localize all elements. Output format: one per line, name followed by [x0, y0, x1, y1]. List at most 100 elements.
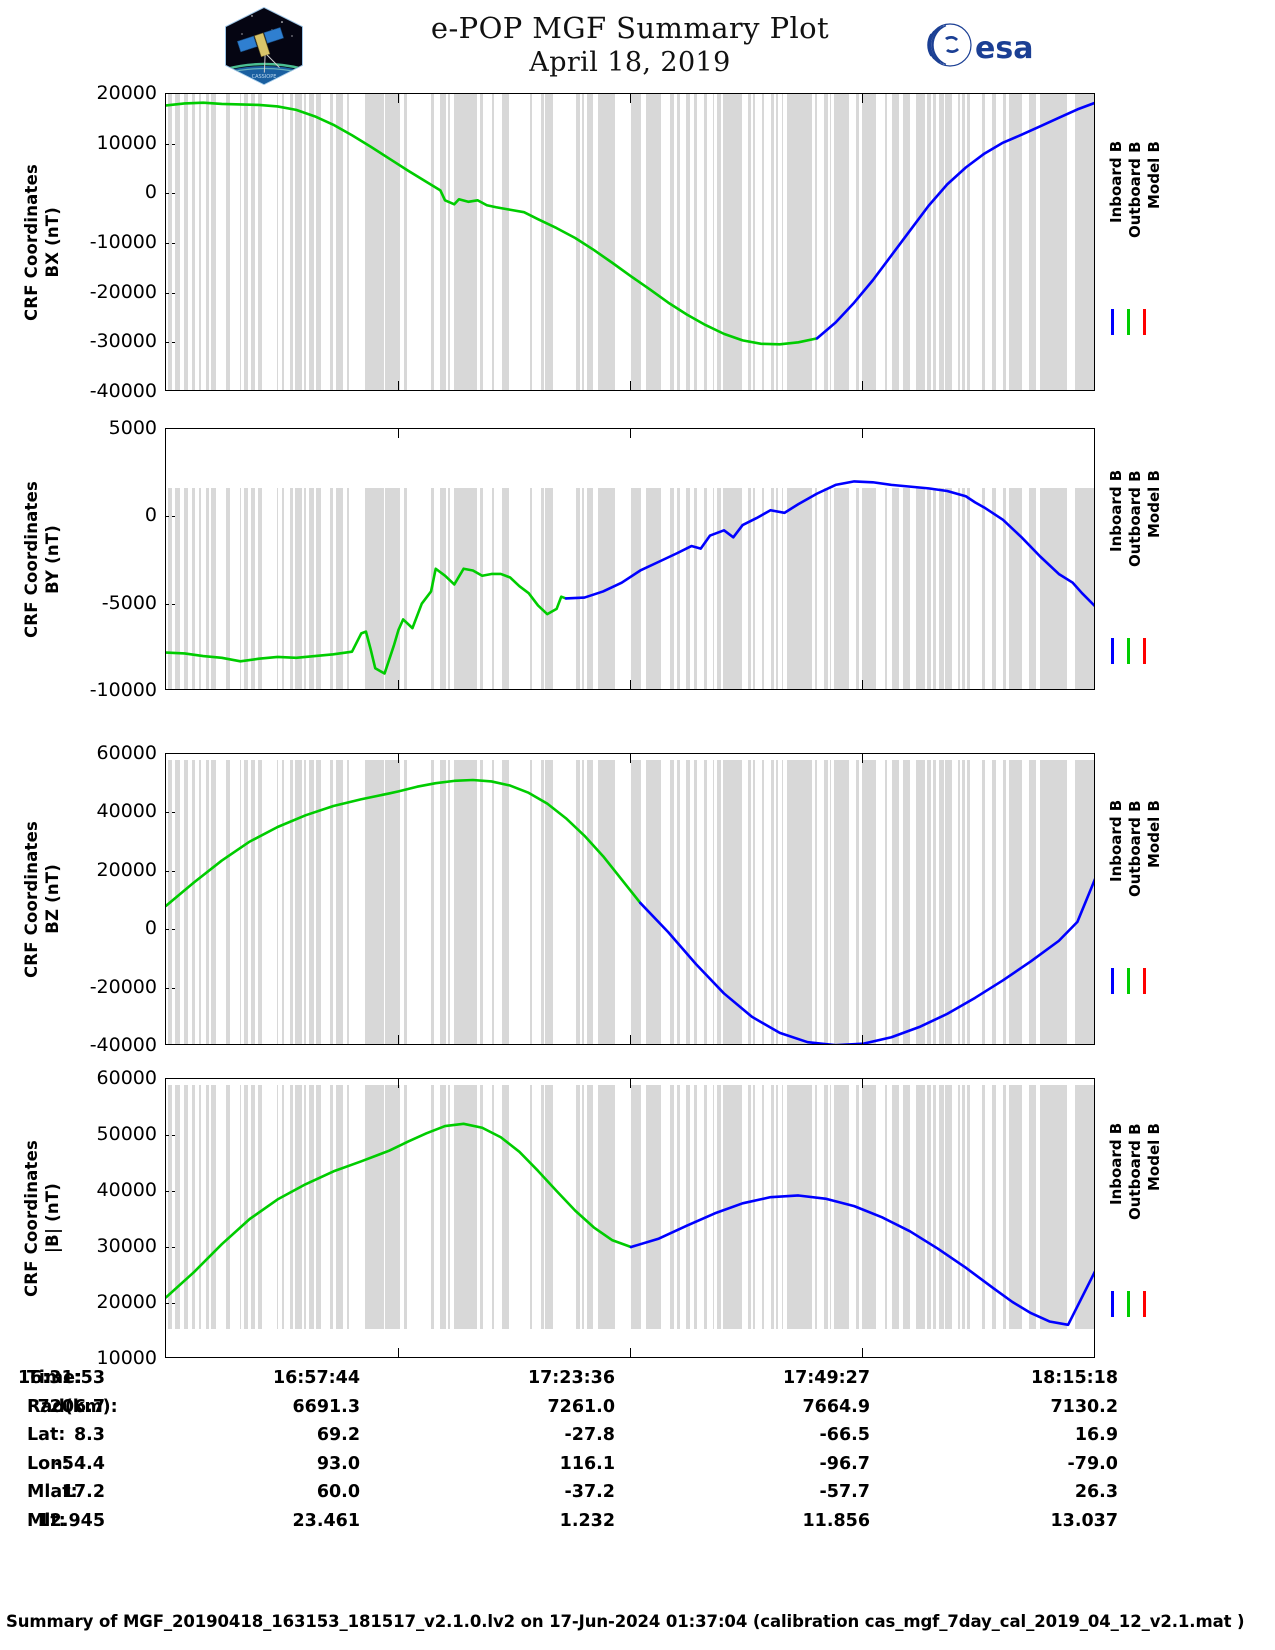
- y-axis-tick-labels-by: 5000 0 -5000 -10000: [32, 417, 157, 701]
- y-axis-label-line2: BZ (nT): [43, 864, 62, 934]
- cassiope-epop-mission-patch-icon: CASSIOPE: [222, 6, 306, 86]
- data-availability-bands: [166, 754, 1094, 1044]
- x-tick-mark-bottom: [398, 381, 399, 390]
- legend-swatches: [1107, 1290, 1146, 1317]
- x-tick-mark-top: [630, 1079, 631, 1088]
- ephemeris-value: 60.0: [316, 1482, 360, 1502]
- ephemeris-value: 17.2: [61, 1482, 105, 1502]
- legend-label-inboard-b[interactable]: Inboard B: [1107, 799, 1125, 882]
- ephemeris-value: 18:15:18: [1030, 1368, 1118, 1388]
- x-tick-mark-top: [862, 754, 863, 763]
- page-header: CASSIOPE e-POP MGF Summary Plot April 18…: [0, 0, 1275, 88]
- legend-swatch-model-b: [1143, 967, 1146, 994]
- legend-swatches: [1107, 967, 1146, 994]
- y-tick-label: 10000: [96, 131, 157, 154]
- ephemeris-value: 7261.0: [547, 1396, 615, 1417]
- ephemeris-table: Time: 16:31:53 16:57:44 17:23:36 17:49:27 18:…: [0, 1368, 1275, 1539]
- series-curves-by: [166, 429, 1094, 689]
- series-inboard-b: [815, 101, 1094, 340]
- legend-swatch-inboard-b: [1111, 637, 1114, 664]
- y-axis-label-line2: |B| (nT): [43, 1182, 62, 1254]
- y-tick-mark: [166, 1247, 175, 1248]
- y-tick-label: 20000: [96, 1291, 157, 1313]
- legend-label-inboard-b[interactable]: Inboard B: [1107, 140, 1125, 223]
- legend-label-model-b[interactable]: Model B: [1145, 1122, 1163, 1191]
- y-tick-mark: [166, 243, 175, 244]
- x-tick-mark-top: [862, 429, 863, 438]
- y-tick-label: -30000: [89, 330, 157, 353]
- y-axis-label-line2: BX (nT): [43, 206, 62, 278]
- ephemeris-value: -79.0: [1067, 1453, 1118, 1474]
- x-tick-mark-bottom: [630, 1035, 631, 1044]
- y-tick-mark: [166, 292, 175, 294]
- series-inboard-b: [629, 1194, 1094, 1327]
- y-axis-label-line1: CRF Coordinates: [22, 480, 41, 638]
- ephemeris-row-label: Time:: [27, 1368, 83, 1388]
- y-tick-mark: [166, 193, 175, 195]
- y-tick-label: 40000: [96, 1179, 157, 1201]
- y-tick-label: -40000: [89, 380, 157, 402]
- legend-labels: Inboard B Outboard B Model B: [1107, 141, 1163, 291]
- series-outboard-b: [166, 567, 568, 675]
- y-tick-mark: [166, 929, 175, 931]
- plot-panel-babs: [165, 1078, 1095, 1358]
- legend-swatch-model-b: [1143, 308, 1146, 335]
- series-curves-bz: [166, 754, 1094, 1044]
- x-tick-mark-bottom: [398, 680, 399, 689]
- ephemeris-value: -57.7: [819, 1482, 870, 1502]
- legend-swatches: [1107, 637, 1146, 664]
- x-tick-mark-bottom: [862, 1348, 863, 1357]
- x-tick-mark-bottom: [398, 1035, 399, 1044]
- legend-swatch-outboard-b: [1127, 637, 1130, 664]
- legend-label-inboard-b[interactable]: Inboard B: [1107, 469, 1125, 553]
- y-axis-label-bz: CRF Coordinates BZ (nT): [14, 753, 70, 1045]
- legend-label-model-b[interactable]: Model B: [1145, 469, 1163, 538]
- ephemeris-value: 16:57:44: [272, 1368, 360, 1388]
- y-tick-label: 50000: [96, 1123, 157, 1145]
- y-axis-label-line1: CRF Coordinates: [22, 1139, 41, 1297]
- ephemeris-value: 13.037: [1050, 1510, 1118, 1531]
- legend-label-outboard-b[interactable]: Outboard B: [1126, 140, 1144, 238]
- ephemeris-value: 7130.2: [1050, 1396, 1118, 1417]
- y-tick-label: -20000: [89, 975, 157, 998]
- y-tick-mark: [166, 143, 175, 145]
- y-tick-mark: [166, 812, 175, 814]
- legend-label-outboard-b[interactable]: Outboard B: [1126, 799, 1144, 897]
- y-tick-mark: [166, 1303, 175, 1304]
- ephemeris-value: 7206.7: [37, 1396, 105, 1417]
- y-tick-mark: [166, 870, 175, 872]
- legend-label-inboard-b[interactable]: Inboard B: [1107, 1122, 1125, 1206]
- y-axis-label-by: CRF Coordinates BY (nT): [14, 428, 70, 690]
- x-tick-mark-bottom: [630, 1348, 631, 1357]
- y-tick-label: 0: [144, 917, 157, 940]
- plot-panel-bz: [165, 753, 1095, 1045]
- ephemeris-value: -66.5: [819, 1425, 870, 1445]
- plot-panel-by: [165, 428, 1095, 690]
- y-tick-label: 30000: [96, 1235, 157, 1257]
- legend-label-model-b[interactable]: Model B: [1145, 140, 1163, 209]
- y-tick-label: 20000: [96, 82, 157, 104]
- ephemeris-row: Rad(km): 7206.7 6691.3 7261.0 7664.9 7130.2: [0, 1397, 1275, 1426]
- ephemeris-row-label: Rad(km):: [27, 1396, 118, 1417]
- x-tick-mark-top: [630, 754, 631, 763]
- y-tick-label: -10000: [89, 231, 157, 253]
- plot-surface-by: [166, 429, 1094, 689]
- plot-panel-bx: [165, 93, 1095, 391]
- ephemeris-value: 6691.3: [292, 1396, 360, 1417]
- y-tick-label: 5000: [108, 417, 157, 439]
- data-availability-bands: [166, 1079, 1094, 1357]
- legend-label-outboard-b[interactable]: Outboard B: [1126, 469, 1144, 567]
- y-tick-label: 40000: [96, 800, 157, 823]
- legend-swatch-model-b: [1143, 637, 1146, 664]
- legend-swatch-outboard-b: [1127, 308, 1130, 335]
- ephemeris-value: -96.7: [819, 1453, 870, 1474]
- ephemeris-value: 17:49:27: [782, 1368, 870, 1388]
- legend-label-model-b[interactable]: Model B: [1145, 799, 1163, 868]
- legend-swatch-inboard-b: [1111, 308, 1114, 335]
- footer-provenance: Summary of MGF_20190418_163153_181517_v2…: [6, 1612, 1245, 1631]
- legend-label-outboard-b[interactable]: Outboard B: [1126, 1122, 1144, 1220]
- ephemeris-value: 93.0: [316, 1453, 360, 1474]
- page-title: e-POP MGF Summary Plot April 18, 2019: [330, 10, 930, 80]
- ephemeris-value: 16:31:53: [17, 1368, 105, 1388]
- series-outboard-b: [166, 778, 642, 908]
